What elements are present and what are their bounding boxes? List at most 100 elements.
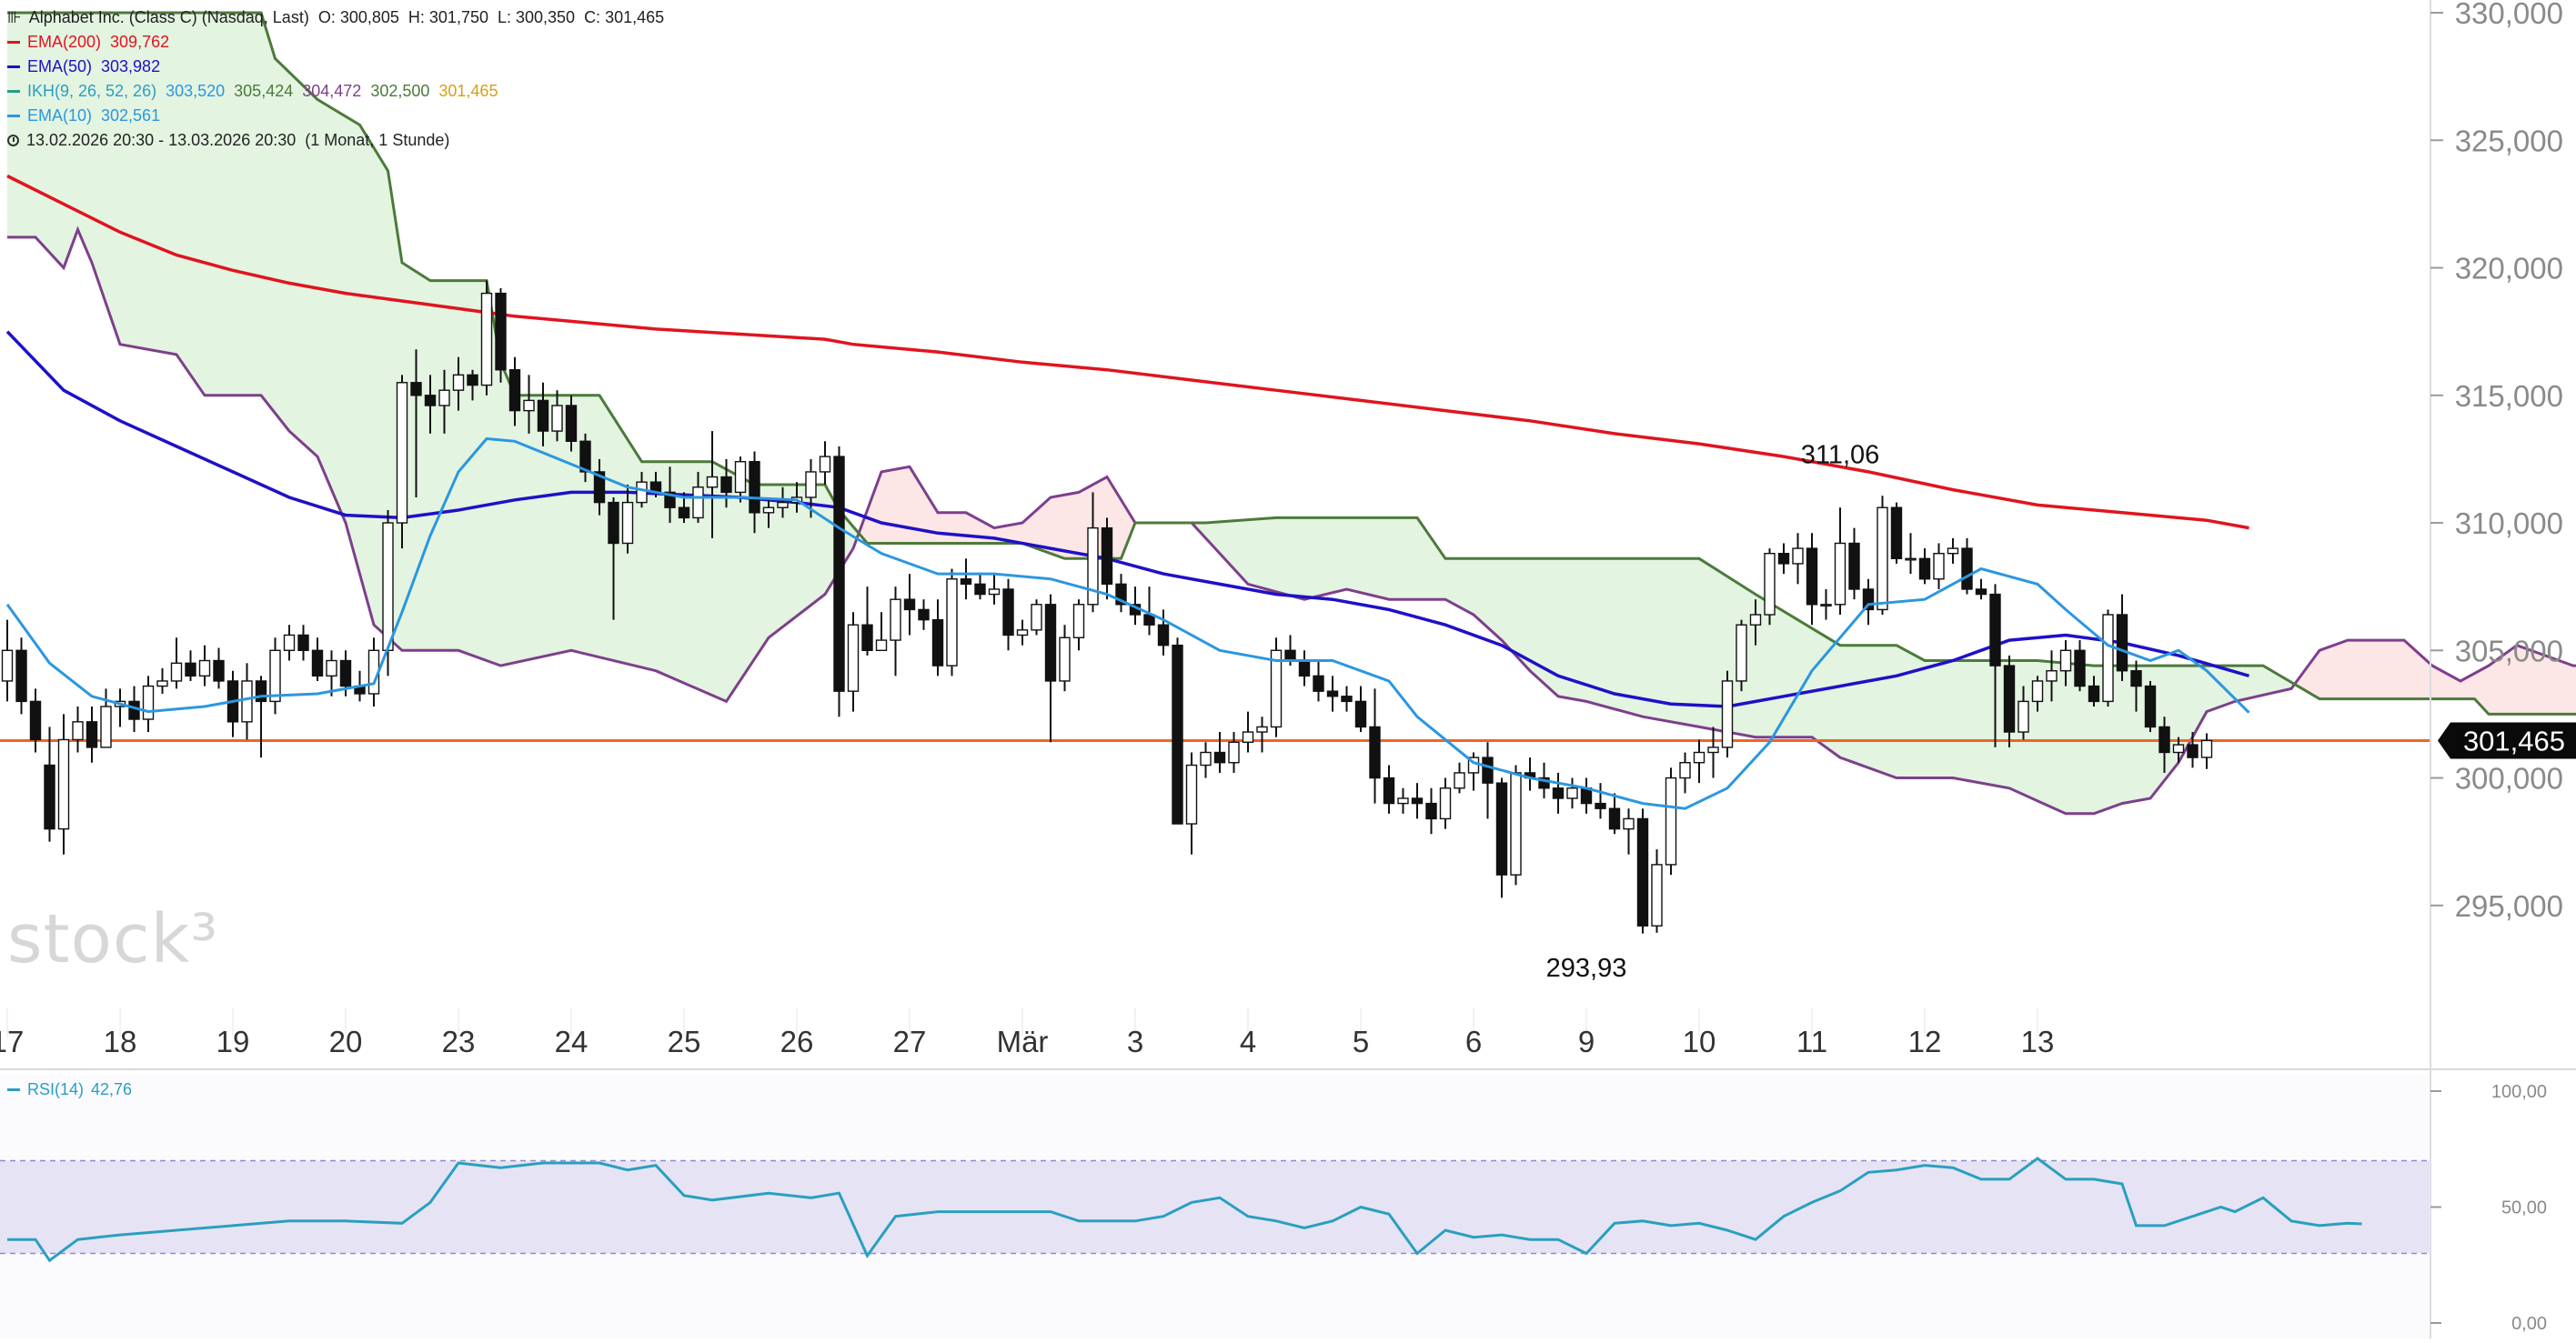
candle-body-down: [1890, 506, 1903, 560]
candle-body-down: [2088, 685, 2100, 703]
candle-body-down: [1989, 593, 2001, 666]
candle: [551, 390, 563, 442]
candle-body-down: [903, 598, 916, 611]
legend-ema50[interactable]: EMA(50) 303,982: [7, 55, 664, 79]
candle-body-up: [1679, 762, 1691, 779]
x-tick-label: 11: [1796, 1025, 1827, 1058]
candle-body-down: [833, 456, 845, 692]
legend-ema200[interactable]: EMA(200) 309,762: [7, 30, 664, 55]
candle-body-down: [861, 624, 873, 651]
candle-body-up: [777, 501, 789, 508]
candle-body-up: [1185, 764, 1198, 825]
candle: [1482, 742, 1494, 819]
candle: [946, 568, 958, 677]
candle-body-down: [213, 659, 225, 682]
candle: [861, 586, 873, 656]
rsi-legend[interactable]: RSI(14) 42,76: [7, 1080, 132, 1099]
candle-body-up: [1242, 731, 1254, 743]
candle: [1298, 650, 1311, 687]
candle-body-down: [1298, 659, 1311, 677]
candle: [1200, 742, 1212, 778]
candle: [1016, 619, 1029, 646]
candle: [1072, 599, 1085, 651]
candle: [2187, 732, 2199, 768]
candle: [720, 458, 732, 508]
x-tick-label: 27: [893, 1025, 927, 1058]
rsi-y-tick-label: 100,00: [2491, 1082, 2547, 1102]
candle-body-down: [1002, 588, 1014, 636]
candle: [2031, 676, 2044, 712]
candle-body-down: [678, 506, 690, 519]
candle: [1566, 777, 1578, 809]
candle-body-up: [1764, 552, 1776, 616]
candle: [424, 375, 437, 434]
candle: [2200, 733, 2213, 769]
candle-body-down: [2116, 614, 2128, 672]
candle: [1736, 619, 1747, 692]
candle-body-down: [749, 461, 760, 514]
candle-body-down: [1552, 787, 1565, 799]
candle: [1, 619, 14, 702]
candle: [1354, 686, 1367, 733]
candle-body-up: [1270, 649, 1283, 728]
legend-ikh[interactable]: IKH(9, 26, 52, 26) 303,520 305,424 304,4…: [7, 79, 664, 104]
candle: [734, 456, 747, 503]
x-tick-label: Mär: [997, 1025, 1049, 1058]
ema200-swatch: [7, 41, 20, 44]
candle-body-down: [608, 501, 619, 545]
x-tick-label: 12: [1908, 1025, 1942, 1058]
candle: [1495, 777, 1508, 898]
legend-value: 304,472: [302, 82, 362, 100]
time-period: (1 Monat, 1 Stunde): [305, 131, 450, 149]
candle: [452, 356, 465, 411]
high-annotation: 311,06: [1801, 440, 1880, 469]
candle-body-up: [1693, 751, 1706, 764]
legend-value: 309,762: [110, 33, 170, 51]
candle: [241, 663, 253, 740]
candle-body-up: [636, 481, 648, 504]
candle: [1961, 537, 1973, 595]
rsi-band: [0, 1160, 2430, 1254]
candle: [1834, 507, 1846, 616]
candle-body-up: [2031, 680, 2044, 703]
legend-label: IKH(9, 26, 52, 26): [27, 82, 157, 100]
candle-body-up: [100, 706, 112, 748]
candle: [1580, 777, 1593, 814]
legend-value: 301,465: [438, 82, 498, 100]
candle-body-down: [1608, 807, 1621, 830]
candle-body-up: [72, 721, 84, 741]
candle: [1256, 717, 1268, 753]
candle-body-down: [1918, 557, 1931, 580]
candle-body-down: [29, 700, 42, 741]
x-tick-label: 5: [1353, 1025, 1369, 1058]
candle-body-down: [2158, 726, 2170, 754]
candle: [480, 280, 493, 396]
y-tick-label: 295,000: [2455, 889, 2563, 923]
rsi-swatch: [7, 1088, 20, 1091]
candle: [749, 451, 760, 534]
candle: [72, 707, 84, 753]
candle-body-up: [57, 738, 70, 830]
candle-body-down: [1383, 777, 1395, 805]
legend-ema10[interactable]: EMA(10) 302,561: [7, 104, 664, 128]
candle-body-down: [2074, 649, 2086, 687]
candle: [142, 676, 155, 733]
candle-body-down: [2130, 670, 2142, 687]
candle-body-up: [1228, 741, 1240, 764]
x-tick-label: 18: [104, 1025, 137, 1058]
candle-body-up: [382, 522, 394, 651]
candle-body-up: [1016, 629, 1029, 636]
x-tick-label: 26: [780, 1025, 814, 1058]
candle-body-up: [1, 649, 14, 682]
candle-body-down: [1777, 552, 1790, 565]
candle-body-down: [1369, 726, 1381, 779]
candle-body-up: [198, 659, 211, 677]
candle-body-up: [1087, 526, 1099, 606]
y-tick-label: 310,000: [2455, 506, 2563, 540]
candle: [410, 349, 422, 497]
candle: [495, 287, 507, 383]
candle: [1313, 660, 1324, 702]
candle-body-down: [508, 369, 521, 412]
candle: [1918, 548, 1931, 585]
candle-body-down: [565, 405, 578, 442]
